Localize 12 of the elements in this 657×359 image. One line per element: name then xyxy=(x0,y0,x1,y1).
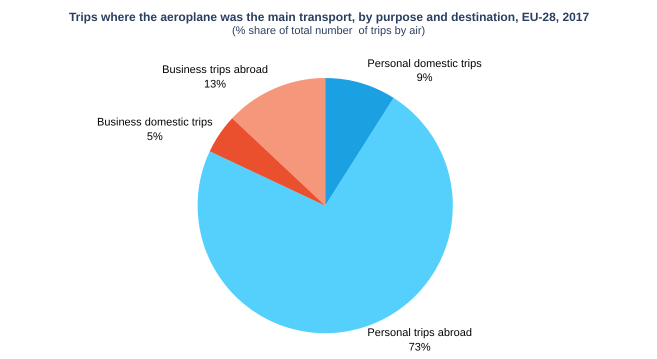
pie-slice xyxy=(232,78,326,206)
data-label: 73% xyxy=(408,341,431,354)
slice-label: Personal trips abroad xyxy=(367,327,472,340)
pie-slice xyxy=(325,78,394,206)
slice-label: Business domestic trips xyxy=(97,116,214,129)
data-label: 13% xyxy=(204,78,226,91)
chart-subtitle: (% share of total number of trips by air) xyxy=(232,25,426,37)
data-label: 9% xyxy=(416,72,433,84)
data-label: 5% xyxy=(146,130,163,143)
slice-label: Personal domestic trips xyxy=(367,58,482,70)
chart-title: Trips where the aeroplane was the main transport, by purpose and destination, EU-28, 2017 xyxy=(69,10,590,24)
slice-label: Business trips abroad xyxy=(162,64,268,76)
